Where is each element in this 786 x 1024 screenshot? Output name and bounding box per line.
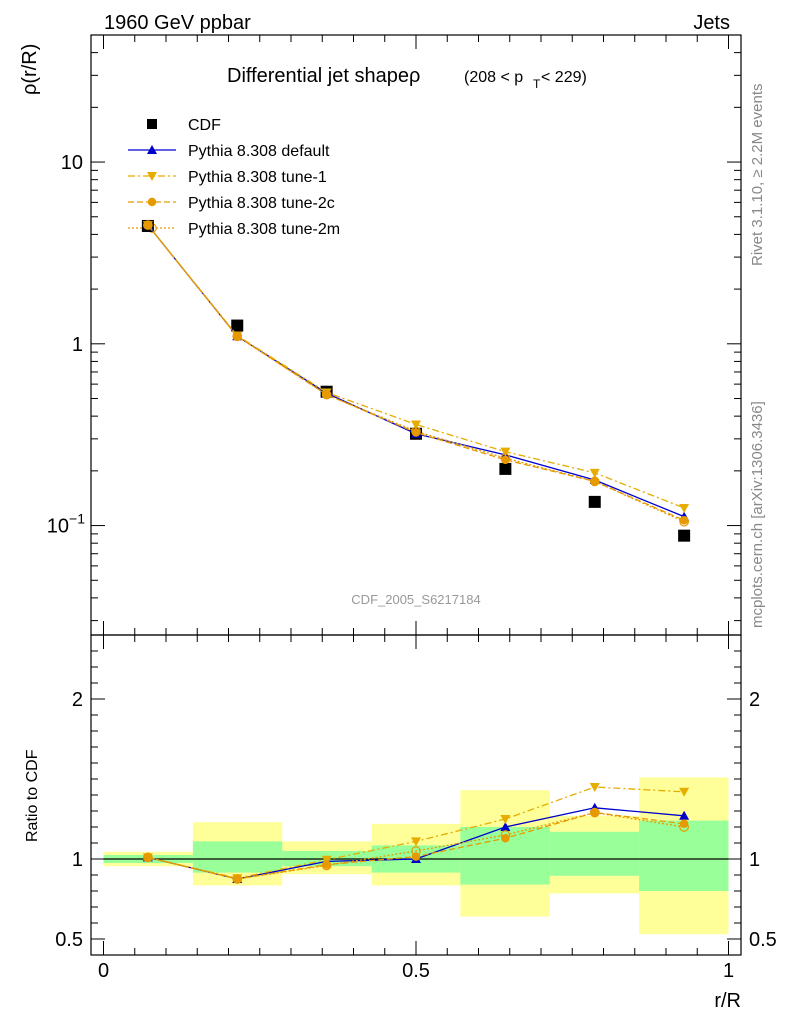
ratio-panel: 2 2 1 1 0.5 0.5 0 0.5 1 r/R Ratio to CDF: [24, 634, 777, 1012]
chart-title-subscript: T: [533, 77, 541, 91]
uncertainty-band-stat: [639, 820, 729, 891]
ratio-series-2-point: [501, 833, 510, 843]
y-axis-label: ρ(r/R): [19, 44, 41, 95]
ratio-y-tick-label-right: 1: [749, 849, 760, 871]
ratio-series-1-point: [321, 855, 332, 865]
x-tick-label: 1: [723, 960, 734, 982]
legend-marker: [147, 119, 157, 129]
ratio-y-tick-label-right: 0.5: [749, 929, 777, 951]
ratio-series-3-point: [321, 860, 332, 871]
ratio-series-3-point: [679, 822, 689, 832]
main-series-0-point: [588, 495, 601, 508]
main-series-2-point: [500, 447, 511, 457]
main-series-2-point: [589, 468, 600, 478]
mcplots-reference-text: mcplots.cern.ch [arXiv:1306.3436]: [749, 401, 766, 628]
ratio-series-3-line: [147, 811, 685, 880]
chart-title-range: (208 < p: [464, 69, 523, 86]
main-series-2-point: [679, 503, 690, 513]
ratio-y-tick-label: 2: [72, 689, 83, 711]
legend-marker: [147, 197, 157, 207]
chart-title: Differential jet shapeρ: [227, 65, 420, 87]
legend-label: Pythia 8.308 tune-1: [188, 169, 327, 186]
header-left: 1960 GeV ppbar: [104, 12, 251, 34]
ratio-series-1-point: [411, 837, 421, 847]
ratio-series-2-point: [322, 860, 331, 869]
main-series-0-point: [499, 462, 512, 475]
main-series-4-point: [589, 476, 600, 487]
ratio-y-tick-label: 1: [72, 849, 83, 871]
legend-label: Pythia 8.308 tune-2c: [188, 195, 335, 212]
main-series-4-point: [143, 220, 153, 230]
ratio-series-2-point: [233, 874, 242, 884]
ratio-series-3-point: [589, 807, 600, 818]
main-series-0-point: [231, 319, 244, 332]
main-series-4-line: [147, 224, 685, 523]
main-series-4-point: [232, 331, 243, 342]
analysis-watermark: CDF_2005_S6217184: [351, 592, 480, 607]
y-tick-label-exponent: −1: [69, 511, 85, 527]
ratio-series-3-point: [232, 874, 243, 884]
y-tick-label: 10: [61, 152, 83, 174]
ratio-series-1-point: [679, 787, 690, 797]
main-series-4-point: [411, 426, 421, 437]
ratio-y-tick-label-right: 2: [749, 689, 760, 711]
legend-label: Pythia 8.308 default: [188, 143, 330, 160]
y-tick-label: 1: [72, 334, 83, 356]
main-series-4-point: [500, 453, 511, 463]
ratio-series-0-point: [679, 810, 690, 820]
ratio-y-axis-label: Ratio to CDF: [24, 749, 41, 842]
chart-title-range-end: < 229): [541, 69, 587, 86]
ratio-series-3-point: [500, 830, 511, 840]
main-series-4-point: [679, 516, 689, 527]
ratio-y-tick-label: 0.5: [55, 929, 83, 951]
header-right: Jets: [693, 12, 730, 34]
legend-marker: [147, 145, 157, 154]
legend-marker: [147, 172, 157, 181]
legend-label: Pythia 8.308 tune-2m: [188, 221, 340, 238]
main-series-2-line: [147, 224, 685, 509]
ratio-series-2-point: [679, 819, 689, 829]
ratio-series-3-point: [411, 846, 421, 856]
main-series-3-point: [590, 477, 599, 486]
uncertainty-band-stat: [192, 841, 283, 873]
y-tick-label: 10: [47, 516, 69, 538]
rivet-version-text: Rivet 3.1.10, ≥ 2.2M events: [749, 84, 766, 267]
ratio-series-1-point: [589, 783, 600, 792]
ratio-series-2-point: [590, 808, 599, 817]
x-axis-label: r/R: [714, 990, 741, 1012]
main-series-2-point: [411, 420, 421, 430]
legend-label: CDF: [188, 117, 221, 134]
main-series-3-line: [147, 224, 685, 521]
uncertainty-band-stat: [549, 831, 640, 876]
ratio-series-0-point: [500, 822, 511, 831]
main-series-4-point: [321, 389, 332, 400]
main-series-1-line: [147, 224, 685, 518]
ratio-series-3-point: [143, 852, 153, 863]
main-series-0-point: [678, 529, 691, 542]
x-tick-label: 0: [98, 960, 109, 982]
ratio-series-1-point: [500, 815, 511, 824]
x-tick-label: 0.5: [402, 960, 430, 982]
